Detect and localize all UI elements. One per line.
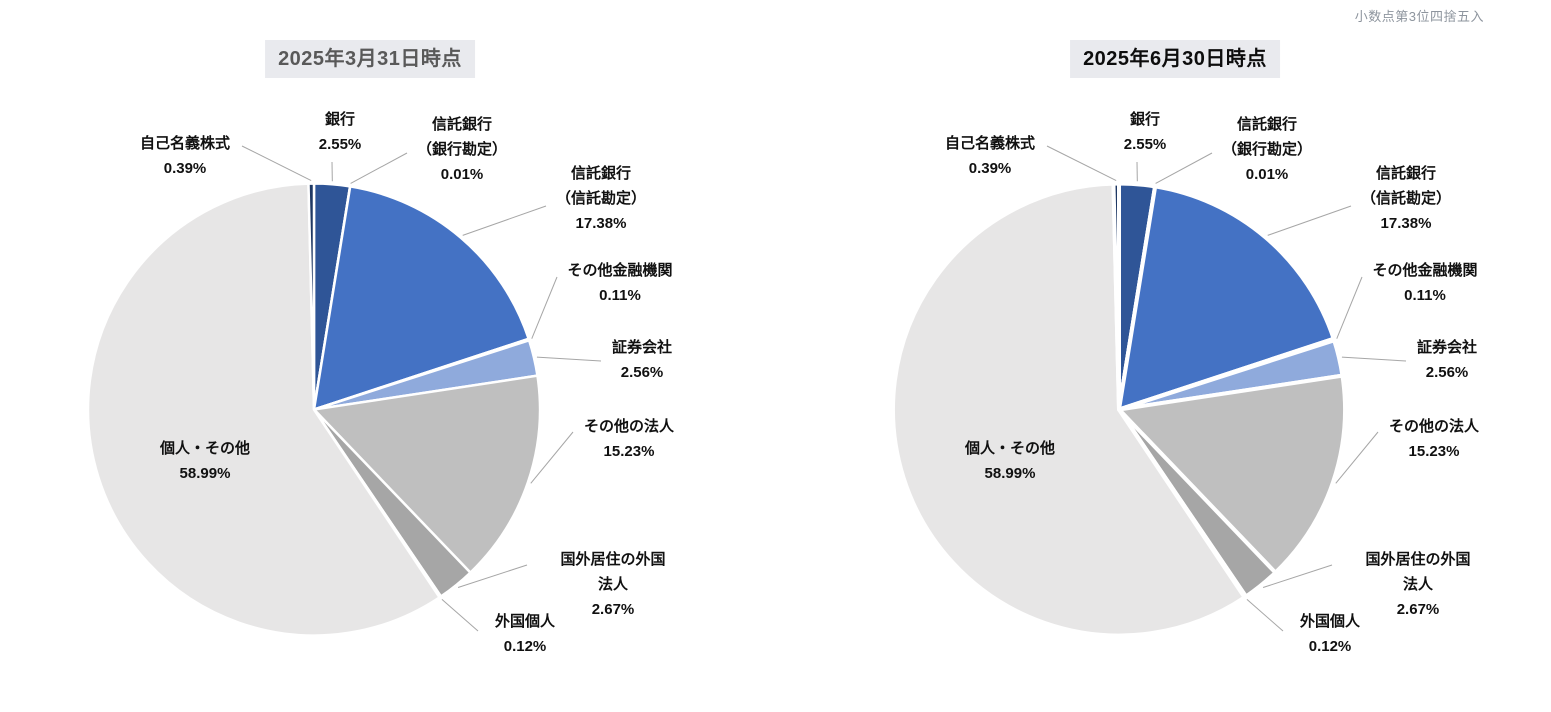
leader-line-4 — [536, 356, 602, 362]
leader-line-3 — [1336, 276, 1363, 339]
leader-line-5 — [1335, 431, 1379, 484]
pie-slice-2 — [1117, 184, 1336, 412]
leader-line-2 — [1267, 205, 1352, 236]
chart-title-june: 2025年6月30日時点 — [1070, 40, 1280, 78]
pie-slice-5 — [312, 374, 542, 574]
leader-line-7 — [441, 599, 479, 632]
pie-chart-march: 2025年3月31日時点 銀行 2.55% 信託銀行 （銀行勘定） 0.01% 信託銀行… — [30, 40, 730, 700]
leader-line-3 — [531, 276, 558, 339]
leader-line-1 — [350, 152, 408, 184]
pie-slice-8 — [86, 182, 441, 637]
leader-line-6 — [457, 564, 528, 588]
leader-line-1 — [1155, 152, 1213, 184]
pie-chart-june: 2025年6月30日時点 銀行 2.55% 信託銀行 （銀行勘定） 0.01% 信託銀行… — [835, 40, 1535, 700]
pie-slice-2 — [312, 185, 530, 411]
leader-line-5 — [530, 431, 574, 484]
pie-slice-5 — [1117, 373, 1347, 575]
leader-line-2 — [462, 205, 547, 236]
pie-slice-8 — [891, 181, 1247, 638]
pie-slice-9 — [307, 182, 316, 411]
leader-line-9 — [241, 145, 312, 181]
pie-march-svg — [86, 145, 602, 637]
leader-line-7 — [1246, 599, 1284, 632]
rounding-note: 小数点第3位四捨五入 — [1354, 9, 1484, 24]
leader-line-9 — [1046, 145, 1117, 181]
pie-june-svg — [891, 145, 1407, 638]
leader-line-6 — [1262, 564, 1333, 588]
chart-title-march: 2025年3月31日時点 — [265, 40, 475, 78]
pie-slice-9 — [1111, 181, 1121, 412]
leader-line-4 — [1341, 356, 1407, 362]
